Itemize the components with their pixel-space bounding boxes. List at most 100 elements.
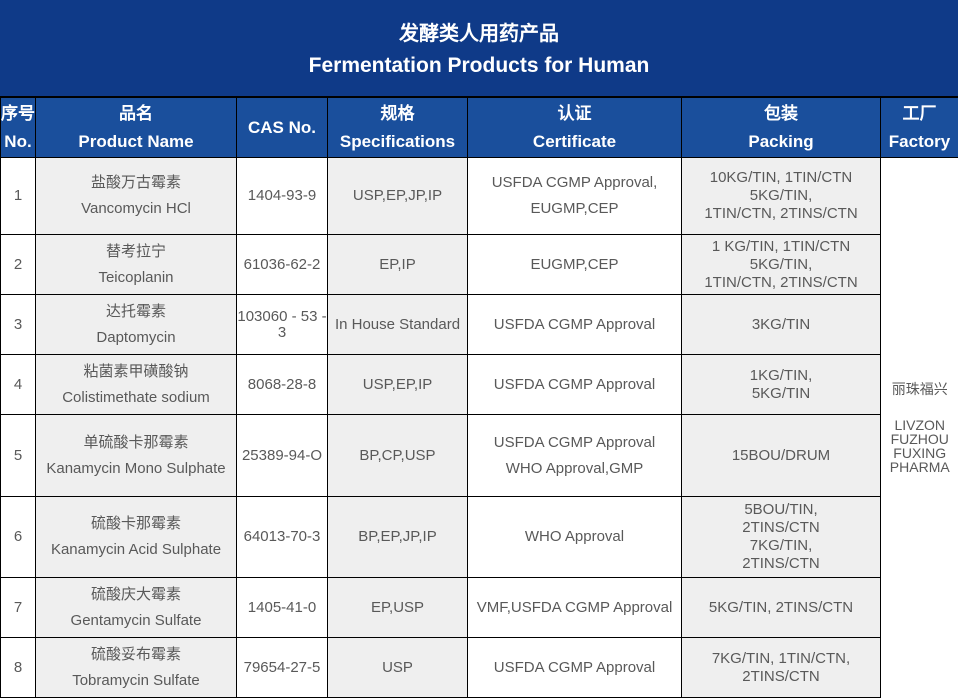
title-banner: 发酵类人用药产品 Fermentation Products for Human: [0, 0, 958, 97]
header-zh: 序号: [1, 100, 35, 128]
packing-line: 1TIN/CTN, 2TINS/CTN: [682, 205, 880, 223]
certificate-line: USFDA CGMP Approval: [468, 372, 681, 398]
certificate-line: EUGMP,CEP: [468, 196, 681, 222]
header-cas-no: CAS No.: [237, 98, 328, 158]
header-en: Packing: [682, 128, 880, 156]
certificate-line: WHO Approval,GMP: [468, 456, 681, 482]
cell-cas: 1405-41-0: [237, 578, 328, 638]
header-en: CAS No.: [237, 114, 327, 142]
product-name-zh: 替考拉宁: [36, 239, 236, 265]
certificate-line: EUGMP,CEP: [468, 252, 681, 278]
product-name-zh: 达托霉素: [36, 299, 236, 325]
product-name-en: Colistimethate sodium: [36, 385, 236, 411]
certificate-line: USFDA CGMP Approval: [468, 312, 681, 338]
cell-certificate: USFDA CGMP Approval,EUGMP,CEP: [468, 158, 682, 235]
packing-line: 5KG/TIN: [682, 385, 880, 403]
product-name-en: Gentamycin Sulfate: [36, 608, 236, 634]
packing-line: 1 KG/TIN, 1TIN/CTN: [682, 238, 880, 256]
cell-no: 6: [1, 497, 36, 578]
packing-line: 10KG/TIN, 1TIN/CTN: [682, 169, 880, 187]
cell-packing: 7KG/TIN, 1TIN/CTN,2TINS/CTN: [682, 638, 881, 698]
packing-line: 5BOU/TIN,: [682, 501, 880, 519]
factory-zh: 丽珠福兴: [881, 382, 958, 396]
packing-line: 2TINS/CTN: [682, 668, 880, 686]
packing-line: 7KG/TIN,: [682, 537, 880, 555]
certificate-line: VMF,USFDA CGMP Approval: [468, 595, 681, 621]
header-en: Product Name: [36, 128, 236, 156]
header-zh: 认证: [468, 100, 681, 128]
header-en: Factory: [881, 128, 958, 156]
title-en: Fermentation Products for Human: [0, 52, 958, 80]
packing-line: 5KG/TIN,: [682, 256, 880, 274]
cell-no: 2: [1, 235, 36, 295]
product-name-en: Daptomycin: [36, 325, 236, 351]
header-zh: 包装: [682, 100, 880, 128]
product-name-zh: 单硫酸卡那霉素: [36, 430, 236, 456]
product-name-en: Tobramycin Sulfate: [36, 668, 236, 694]
product-name-zh: 盐酸万古霉素: [36, 170, 236, 196]
product-name-zh: 粘菌素甲磺酸钠: [36, 359, 236, 385]
cell-packing: 5KG/TIN, 2TINS/CTN: [682, 578, 881, 638]
cell-spec: In House Standard: [328, 295, 468, 355]
cell-packing: 15BOU/DRUM: [682, 415, 881, 497]
cell-certificate: USFDA CGMP Approval: [468, 295, 682, 355]
certificate-line: USFDA CGMP Approval,: [468, 170, 681, 196]
factory-en-line: FUXING: [881, 446, 958, 460]
cell-spec: EP,USP: [328, 578, 468, 638]
packing-line: 2TINS/CTN: [682, 555, 880, 573]
packing-line: 5KG/TIN, 2TINS/CTN: [682, 599, 880, 617]
cell-cas: 79654-27-5: [237, 638, 328, 698]
cell-cas: 25389-94-O: [237, 415, 328, 497]
cell-spec: USP,EP,IP: [328, 355, 468, 415]
header-en: Certificate: [468, 128, 681, 156]
packing-line: 15BOU/DRUM: [682, 447, 880, 465]
product-name-zh: 硫酸妥布霉素: [36, 642, 236, 668]
cell-spec: BP,EP,JP,IP: [328, 497, 468, 578]
cell-spec: BP,CP,USP: [328, 415, 468, 497]
cell-cas: 61036-62-2: [237, 235, 328, 295]
cell-no: 8: [1, 638, 36, 698]
header-zh: 工厂: [881, 100, 958, 128]
factory-en-line: LIVZON: [881, 418, 958, 432]
product-name-en: Kanamycin Mono Sulphate: [36, 456, 236, 482]
header-zh: 规格: [328, 100, 467, 128]
title-zh: 发酵类人用药产品: [0, 0, 958, 48]
factory-en-line: FUZHOU: [881, 432, 958, 446]
cell-packing: 1KG/TIN,5KG/TIN: [682, 355, 881, 415]
product-name-zh: 硫酸卡那霉素: [36, 511, 236, 537]
cell-no: 5: [1, 415, 36, 497]
cell-cas: 103060 - 53 - 3: [237, 295, 328, 355]
product-name-en: Vancomycin HCl: [36, 196, 236, 222]
cell-cas: 8068-28-8: [237, 355, 328, 415]
product-name-en: Teicoplanin: [36, 265, 236, 291]
packing-line: 1TIN/CTN, 2TINS/CTN: [682, 274, 880, 292]
cell-spec: EP,IP: [328, 235, 468, 295]
cell-spec: USP,EP,JP,IP: [328, 158, 468, 235]
cell-spec: USP: [328, 638, 468, 698]
product-name-zh: 硫酸庆大霉素: [36, 582, 236, 608]
